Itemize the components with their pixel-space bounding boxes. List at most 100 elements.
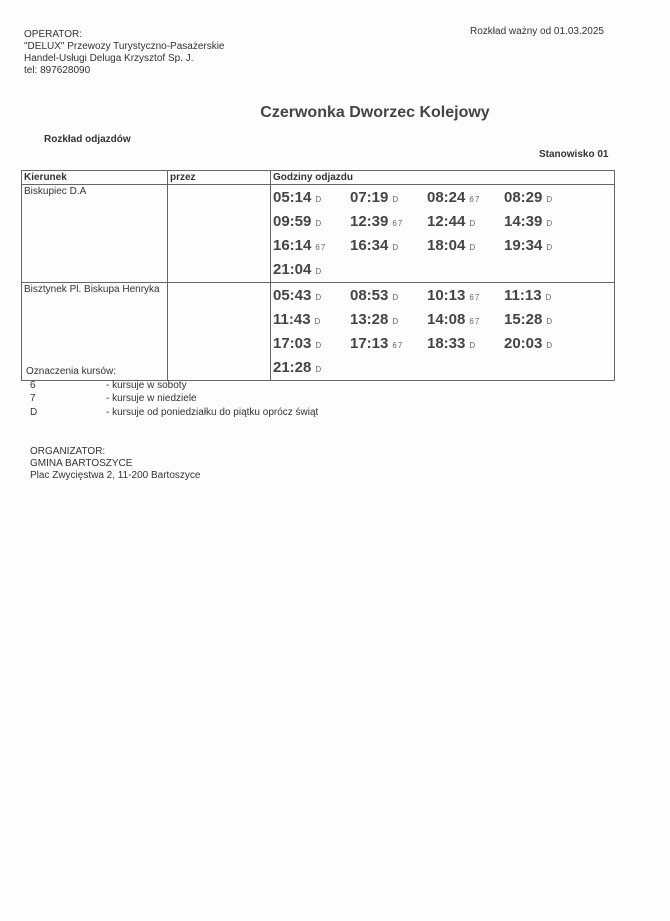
departure: 18:33 D [427,334,504,355]
direction-cell: Biskupiec D.A [21,184,168,283]
departure: 15:28 D [504,310,581,331]
departure: 11:13 D [504,286,581,307]
times-grid: 05:14 D 07:19 D 08:24 67 08:29 D 09:59 D 12:39 67 12… [273,186,612,281]
departure-time: 07:19 [350,189,389,206]
operator-phone: tel: 897628090 [24,65,91,76]
departure-time: 08:24 [427,189,466,206]
legend-key: 6 [30,379,36,391]
departure-time: 12:39 [350,213,389,230]
table-header: Kierunek przez Godziny odjazdu [21,170,615,185]
departure: 16:14 67 [273,236,350,257]
departure-time: 05:14 [273,189,312,206]
departure: 21:04 D [273,260,350,281]
departure-mark: D [545,293,553,302]
departure-time: 16:34 [350,237,389,254]
departure: 21:28 D [273,358,350,379]
departure-mark: 67 [392,219,404,228]
departure-mark: D [392,317,400,326]
departure: 18:04 D [427,236,504,257]
departure-time: 09:59 [273,213,312,230]
departure-mark: D [392,293,400,302]
operator-name-2: Handel-Usługi Deluga Krzysztof Sp. J. [24,53,194,64]
departure-time: 14:08 [427,311,466,328]
departure-mark: D [469,341,477,350]
departure: 16:34 D [350,236,427,257]
legend-desc: - kursuje w niedziele [106,393,197,404]
departure-time: 21:28 [273,359,312,376]
departure-time: 18:33 [427,335,466,352]
departure-time: 21:04 [273,261,312,278]
departure-time: 08:29 [504,189,543,206]
departure: 10:13 67 [427,286,504,307]
legend-item: D - kursuje od poniedziałku do piątku opr… [26,406,318,420]
departure-mark: D [546,317,554,326]
departure-mark: D [469,243,477,252]
departure-time: 11:43 [273,311,311,328]
departure-time: 15:28 [504,311,543,328]
departure: 17:13 67 [350,334,427,355]
departure-time: 20:03 [504,335,543,352]
departure-time: 16:14 [273,237,312,254]
departure-time: 19:34 [504,237,543,254]
legend-desc: - kursuje w soboty [106,379,187,391]
operator-label: OPERATOR: [24,29,82,40]
departure-time: 17:13 [350,335,389,352]
departure: 08:53 D [350,286,427,307]
valid-from: Rozkład ważny od 01.03.2025 [470,26,604,37]
departure-time: 10:13 [427,287,466,304]
departure-mark: 67 [315,243,327,252]
departure: 11:43 D [273,310,350,331]
departure: 19:34 D [504,236,581,257]
departures-table: Kierunek przez Godziny odjazdu Biskupiec… [21,170,615,381]
departure-mark: 67 [469,293,481,302]
departure-time: 05:43 [273,287,312,304]
departure-mark: D [546,243,554,252]
departure-time: 11:13 [504,287,542,304]
organizer-block: ORGANIZATOR: GMINA BARTOSZYCE Plac Zwyci… [30,446,200,482]
departure: 17:03 D [273,334,350,355]
departure: 14:39 D [504,212,581,233]
departure: 08:29 D [504,188,581,209]
operator-block: OPERATOR: "DELUX" Przewozy Turystyczno-P… [24,29,225,77]
table-row: Biskupiec D.A 05:14 D 07:19 D 08:24 67 08:29 D 09… [21,184,615,283]
departure-mark: 67 [392,341,404,350]
departure-mark: D [314,317,322,326]
departure-time: 13:28 [350,311,389,328]
departure-mark: D [392,195,400,204]
times-cell: 05:43 D 08:53 D 10:13 67 11:13 D 11:43 D 13:28 D 14:… [270,282,615,381]
departure-mark: D [315,195,323,204]
departure-mark: D [315,293,323,302]
legend: Oznaczenia kursów: 6 - kursuje w soboty 7 -… [26,365,318,419]
table-row: Bisztynek Pl. Biskupa Henryka 05:43 D 08:53… [21,282,615,381]
departure-time: 08:53 [350,287,389,304]
departure: 13:28 D [350,310,427,331]
stop-title: Czerwonka Dworzec Kolejowy [260,104,490,121]
stand-label: Stanowisko 01 [539,149,609,160]
departure: 14:08 67 [427,310,504,331]
departure: 09:59 D [273,212,350,233]
legend-item: 7 - kursuje w niedziele [26,392,318,406]
header-times: Godziny odjazdu [270,170,615,185]
departure-mark: D [392,243,400,252]
legend-item: 6 - kursuje w soboty [26,379,318,393]
departure-time: 18:04 [427,237,466,254]
organizer-label: ORGANIZATOR: [30,446,106,457]
times-grid: 05:43 D 08:53 D 10:13 67 11:13 D 11:43 D 13:28 D 14:… [273,284,612,379]
departure-time: 14:39 [504,213,543,230]
departure-mark: D [315,341,323,350]
direction-cell: Bisztynek Pl. Biskupa Henryka [21,282,168,381]
departure-mark: D [546,341,554,350]
times-cell: 05:14 D 07:19 D 08:24 67 08:29 D 09:59 D 12:39 67 12… [270,184,615,283]
departure-mark: 67 [469,317,481,326]
departure: 20:03 D [504,334,581,355]
departure-mark: D [546,219,554,228]
departure: 12:39 67 [350,212,427,233]
departure: 07:19 D [350,188,427,209]
departure-mark: D [315,219,323,228]
departure-time: 17:03 [273,335,312,352]
via-cell [167,184,271,283]
departure: 05:43 D [273,286,350,307]
departure-time: 12:44 [427,213,466,230]
legend-key: D [30,406,38,418]
